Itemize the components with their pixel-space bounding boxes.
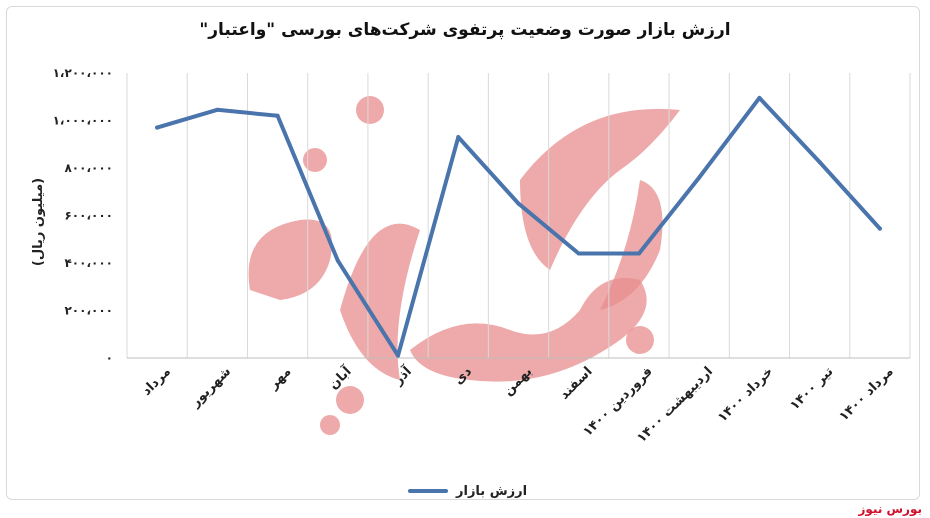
legend-swatch bbox=[408, 489, 448, 493]
data-point bbox=[576, 251, 581, 256]
watermark-logo bbox=[248, 96, 680, 435]
y-tick-label: ۱،۲۰۰،۰۰۰ bbox=[53, 66, 113, 80]
legend: ارزش بازار bbox=[408, 482, 527, 500]
series-line-market-value bbox=[155, 95, 882, 358]
x-tick-label: شهریور bbox=[188, 364, 235, 411]
data-point bbox=[636, 251, 641, 256]
x-axis: مرداد شهریور مهر آبان آذر دی بهمن اسفندفروردین … bbox=[127, 357, 910, 446]
data-point bbox=[456, 135, 461, 140]
data-point bbox=[335, 258, 340, 263]
data-point bbox=[396, 353, 401, 358]
grid-lines bbox=[126, 73, 911, 358]
y-tick-label: ۶۰۰،۰۰۰ bbox=[64, 209, 113, 223]
x-tick-label: آبان bbox=[325, 362, 355, 392]
y-tick-label: ۲۰۰،۰۰۰ bbox=[64, 304, 113, 318]
x-tick-label: بهمن bbox=[501, 364, 536, 399]
data-point bbox=[697, 175, 702, 180]
data-point bbox=[275, 113, 280, 118]
data-point bbox=[215, 107, 220, 112]
x-tick-label: مرداد bbox=[139, 364, 174, 399]
data-point bbox=[877, 226, 882, 231]
data-point bbox=[516, 201, 521, 206]
source-label: بورس نیوز bbox=[858, 502, 922, 516]
data-point bbox=[817, 160, 822, 165]
chart-title: ارزش بازار صورت وضعیت پرتفوی شرکت‌های بو… bbox=[199, 20, 731, 40]
y-axis-label: (میلیون ریال) bbox=[31, 178, 46, 266]
y-tick-label: ۰ bbox=[106, 351, 113, 365]
y-tick-label: ۴۰۰،۰۰۰ bbox=[64, 256, 113, 270]
chart-frame bbox=[6, 6, 920, 500]
x-tick-label: خرداد ۱۴۰۰ bbox=[715, 364, 776, 425]
x-tick-label: مرداد ۱۴۰۰ bbox=[836, 364, 896, 424]
data-point bbox=[155, 125, 160, 130]
data-point bbox=[757, 95, 762, 100]
legend-label: ارزش بازار bbox=[456, 483, 528, 499]
x-tick-label: دی bbox=[451, 364, 475, 388]
x-tick-label: مهر bbox=[266, 364, 295, 393]
y-axis: ۰ ۲۰۰،۰۰۰ ۴۰۰،۰۰۰ ۶۰۰،۰۰۰ ۸۰۰،۰۰۰ ۱،۰۰۰،۰۰۰ ۱،… bbox=[53, 66, 113, 365]
y-tick-label: ۸۰۰،۰۰۰ bbox=[64, 161, 113, 175]
x-tick-label: تیر ۱۴۰۰ bbox=[787, 364, 836, 413]
series-layer bbox=[155, 95, 882, 358]
x-tick-label: اسفند bbox=[557, 364, 595, 402]
x-tick-label: آذر bbox=[389, 362, 415, 388]
y-tick-label: ۱،۰۰۰،۰۰۰ bbox=[53, 114, 113, 128]
